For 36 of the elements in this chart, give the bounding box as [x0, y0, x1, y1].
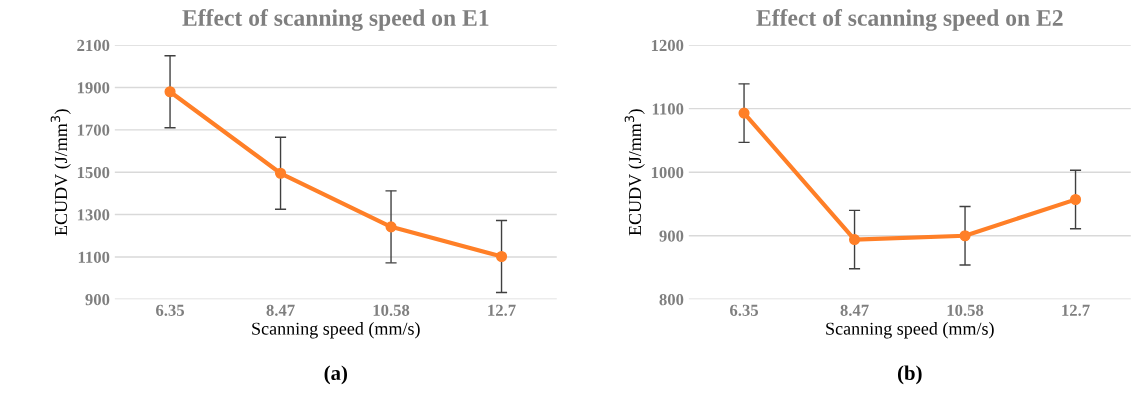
y-axis-title: ECUDV (J/mm$^{3}$)	[624, 109, 645, 236]
x-tick-label: 6.35	[156, 304, 185, 316]
y-tick-label: 1100	[78, 251, 110, 263]
y-tick-label: 2100	[77, 39, 110, 52]
y-tick-label: 1100	[652, 103, 684, 115]
point	[495, 250, 508, 263]
y-tick-label: 900	[659, 230, 684, 242]
x-axis-title: Scanning speed (mm/s)	[252, 322, 420, 339]
chart-title: Effect of scanning speed on E1	[182, 9, 489, 31]
x-tick-label: 10.58	[947, 304, 984, 316]
point	[848, 234, 861, 246]
x-tick-label: 10.58	[373, 304, 410, 316]
y-tick-label: 1500	[77, 166, 110, 179]
x-tick-label: 8.47	[840, 304, 869, 316]
y-tick-label: 900	[85, 294, 110, 306]
point	[385, 221, 397, 233]
x-tick-label: 12.7	[488, 304, 516, 316]
point	[1069, 193, 1082, 206]
y-tick-label: 800	[659, 294, 684, 306]
text: (b)	[897, 365, 922, 385]
y-tick-label: 1700	[77, 124, 110, 136]
point	[164, 86, 176, 98]
x-axis-title: Scanning speed (mm/s)	[826, 322, 994, 339]
y-axis-title: ECUDV (J/mm$^{3}$)	[50, 109, 71, 236]
chart-title: Effect of scanning speed on E2	[756, 9, 1063, 31]
x-tick-label: 6.35	[730, 304, 759, 316]
y-tick-label: 1200	[651, 39, 684, 52]
y-tick-label: 1900	[77, 82, 110, 94]
x-tick-label: 8.47	[266, 304, 295, 316]
x-tick-label: 12.7	[1062, 304, 1090, 316]
y-tick-label: 1000	[651, 166, 684, 179]
point	[959, 230, 971, 242]
point	[738, 107, 750, 119]
text: (a)	[324, 365, 348, 385]
point	[274, 167, 287, 179]
y-tick-label: 1300	[77, 209, 110, 221]
